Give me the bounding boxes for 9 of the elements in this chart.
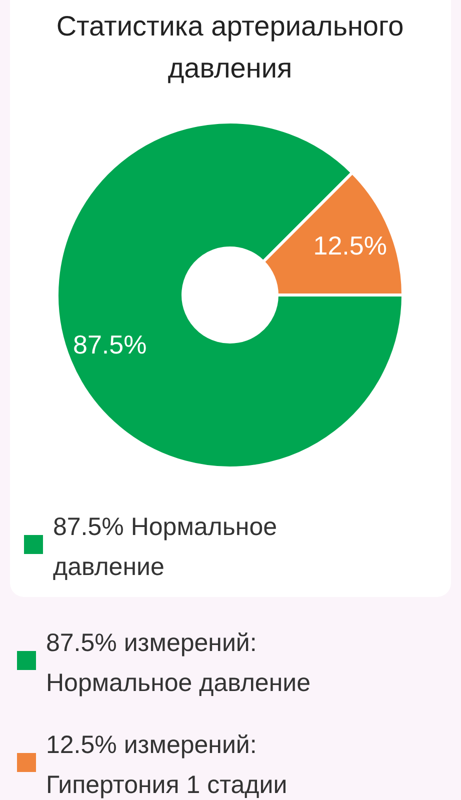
data-label: 12.5%	[313, 230, 387, 260]
donut-slice	[56, 120, 404, 470]
text: 87.5% Нормальное давление	[53, 513, 278, 581]
data-label: 87.5%	[73, 330, 147, 360]
legend-label: Гипертония 1 стадии	[46, 771, 288, 799]
text: 12.5% измерений:	[46, 731, 257, 759]
legend-label: Нормальное давление	[46, 669, 310, 697]
text: 87.5% измерений:	[46, 629, 257, 657]
chart-title: Статистика артериального давления	[56, 10, 404, 84]
